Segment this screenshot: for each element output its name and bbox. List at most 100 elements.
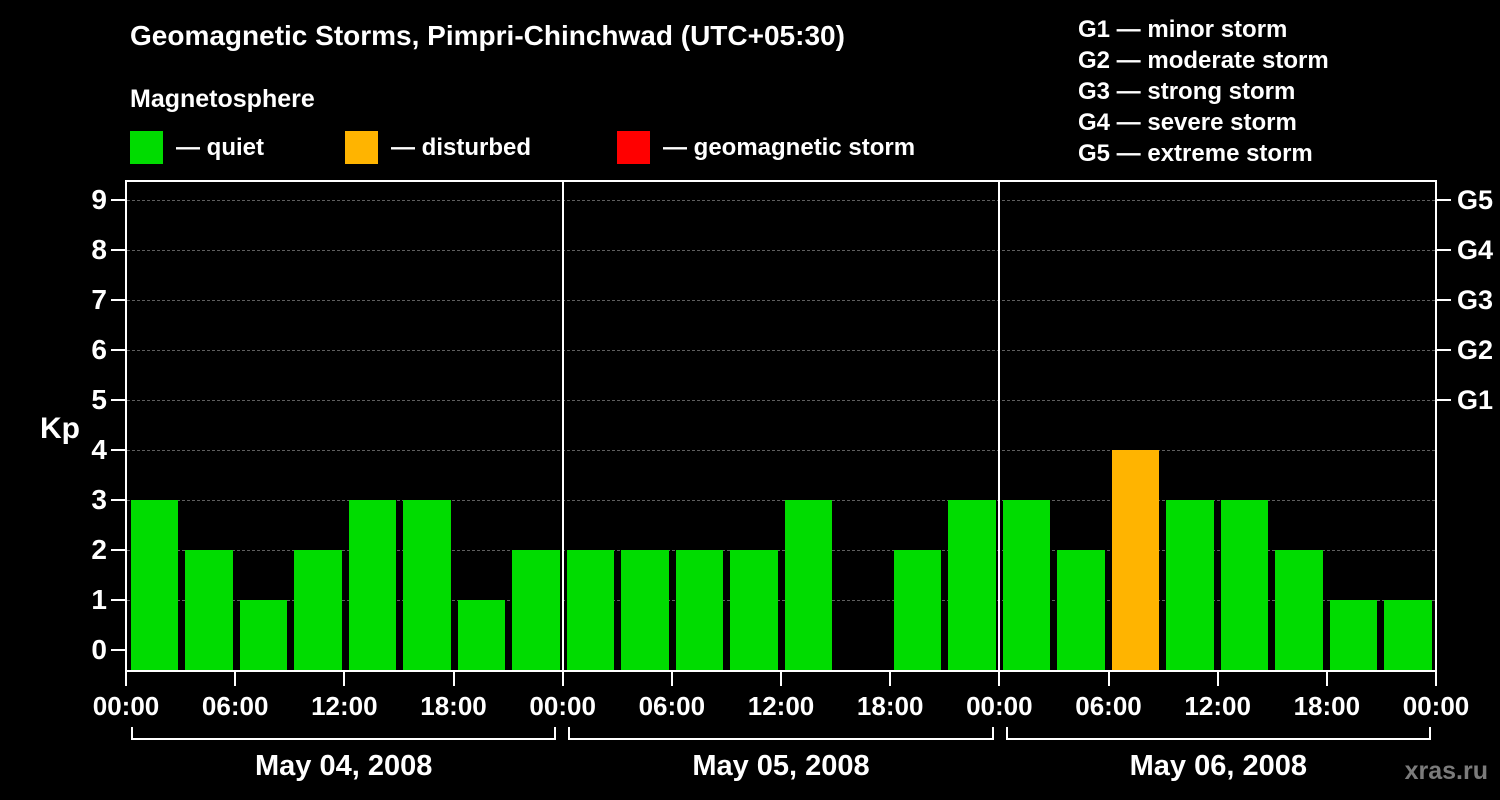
kp-bar — [1384, 600, 1432, 670]
day-label: May 05, 2008 — [692, 750, 870, 782]
y-axis-label: 5 — [91, 384, 107, 415]
y-axis-tick — [111, 249, 125, 251]
magnetosphere-subtitle: Magnetosphere — [130, 85, 315, 113]
kp-bar — [294, 550, 342, 670]
x-axis-time-label: 12:00 — [747, 691, 815, 721]
right-axis-tick — [1437, 299, 1451, 301]
day-separator-line — [998, 182, 1000, 670]
day-bracket — [131, 727, 557, 740]
kp-gridline — [127, 450, 1435, 451]
x-axis-tick — [1216, 672, 1219, 686]
y-axis-tick — [111, 349, 125, 351]
g-scale-label: G2 — [1457, 335, 1494, 365]
x-axis-tick — [125, 672, 127, 686]
day-separator-line — [562, 182, 564, 670]
y-axis-label: 7 — [91, 284, 107, 315]
kp-bar — [948, 500, 996, 670]
x-axis-time-label: 18:00 — [1293, 691, 1361, 721]
kp-axis-title: Kp — [40, 412, 80, 445]
day-bracket — [1005, 727, 1431, 740]
x-axis-tick — [1325, 672, 1328, 686]
day-bracket-end-tick — [1428, 727, 1431, 738]
kp-bar — [348, 500, 396, 670]
kp-bar — [566, 550, 614, 670]
y-axis-label: 1 — [91, 584, 107, 615]
y-axis-label: 0 — [91, 634, 107, 665]
x-axis-tick — [780, 672, 782, 686]
x-axis-time-label: 18:00 — [420, 691, 487, 721]
x-axis-time-label: 06:00 — [1075, 691, 1142, 721]
kp-bar — [730, 550, 778, 670]
day-label: May 06, 2008 — [1129, 750, 1307, 782]
kp-bar — [1329, 600, 1377, 670]
x-axis-time-label: 12:00 — [311, 691, 378, 721]
day-bracket-end-tick — [1005, 727, 1008, 738]
kp-gridline — [127, 300, 1435, 301]
x-axis-tick — [889, 672, 892, 686]
x-axis-time-label: 18:00 — [856, 691, 924, 721]
y-axis-tick — [111, 649, 125, 651]
kp-bar — [621, 550, 669, 670]
legend-item-quiet: — quiet — [130, 131, 264, 164]
legend-item-disturbed: — disturbed — [345, 131, 531, 164]
right-axis-tick — [1437, 249, 1451, 251]
page-title: Geomagnetic Storms, Pimpri-Chinchwad (UT… — [130, 20, 845, 51]
x-axis-time-label: 00:00 — [966, 691, 1033, 721]
kp-bar — [675, 550, 723, 670]
y-axis-tick — [111, 549, 125, 551]
x-axis-time-label: 00:00 — [92, 691, 160, 721]
kp-bar — [1220, 500, 1268, 670]
y-axis-label: 3 — [91, 484, 107, 515]
kp-bar — [403, 500, 451, 670]
g-scale-label: G4 — [1457, 235, 1494, 265]
kp-bar — [512, 550, 560, 670]
y-axis-tick — [111, 399, 125, 401]
day-bracket-end-tick — [991, 727, 994, 738]
kp-bar — [130, 500, 178, 670]
right-axis-tick — [1437, 199, 1451, 201]
kp-bar — [784, 500, 832, 670]
legend-swatch-storm — [617, 131, 650, 164]
kp-bar — [1002, 500, 1050, 670]
kp-bar — [1057, 550, 1105, 670]
kp-bar — [1166, 500, 1214, 670]
legend-label-disturbed: — disturbed — [391, 133, 532, 161]
y-axis-tick — [111, 499, 125, 501]
day-bracket — [568, 727, 994, 740]
g-scale-label: G5 — [1457, 185, 1494, 215]
g-legend-line-g5: G5 — extreme storm — [1078, 140, 1313, 167]
legend-label-storm: — geomagnetic storm — [663, 133, 916, 161]
g-legend-line-g3: G3 — strong storm — [1078, 78, 1296, 105]
y-axis-label: 6 — [91, 334, 107, 365]
legend-swatch-quiet — [130, 131, 163, 164]
plot-area — [125, 180, 1437, 672]
g-scale-legend: G1 — minor storm G2 — moderate storm G3 … — [1078, 14, 1329, 169]
legend-swatch-disturbed — [345, 131, 378, 164]
y-axis-tick — [111, 599, 125, 601]
g-legend-line-g2: G2 — moderate storm — [1078, 47, 1329, 74]
x-axis-tick — [343, 672, 346, 686]
kp-gridline — [127, 500, 1435, 501]
kp-bar — [457, 600, 505, 670]
g-legend-line-g4: G4 — severe storm — [1078, 109, 1297, 136]
y-axis-tick — [111, 199, 125, 201]
kp-gridline — [127, 550, 1435, 551]
right-axis-tick — [1437, 349, 1451, 351]
x-axis-tick — [1435, 672, 1437, 686]
kp-bar — [893, 550, 941, 670]
kp-gridline — [127, 200, 1435, 201]
x-axis-tick — [234, 672, 237, 686]
x-axis-time-label: 06:00 — [638, 691, 706, 721]
kp-gridline — [127, 400, 1435, 401]
right-axis-tick — [1437, 399, 1451, 401]
day-bracket-end-tick — [568, 727, 571, 738]
kp-gridline — [127, 600, 1435, 601]
y-axis-tick — [111, 299, 125, 301]
x-axis-tick — [561, 672, 564, 686]
y-axis-label: 9 — [91, 184, 107, 215]
y-axis-tick — [111, 449, 125, 451]
x-axis-tick — [670, 672, 673, 686]
x-axis-time-label: 06:00 — [201, 691, 269, 721]
g-scale-label: G1 — [1457, 385, 1494, 415]
day-bracket-end-tick — [554, 727, 557, 738]
